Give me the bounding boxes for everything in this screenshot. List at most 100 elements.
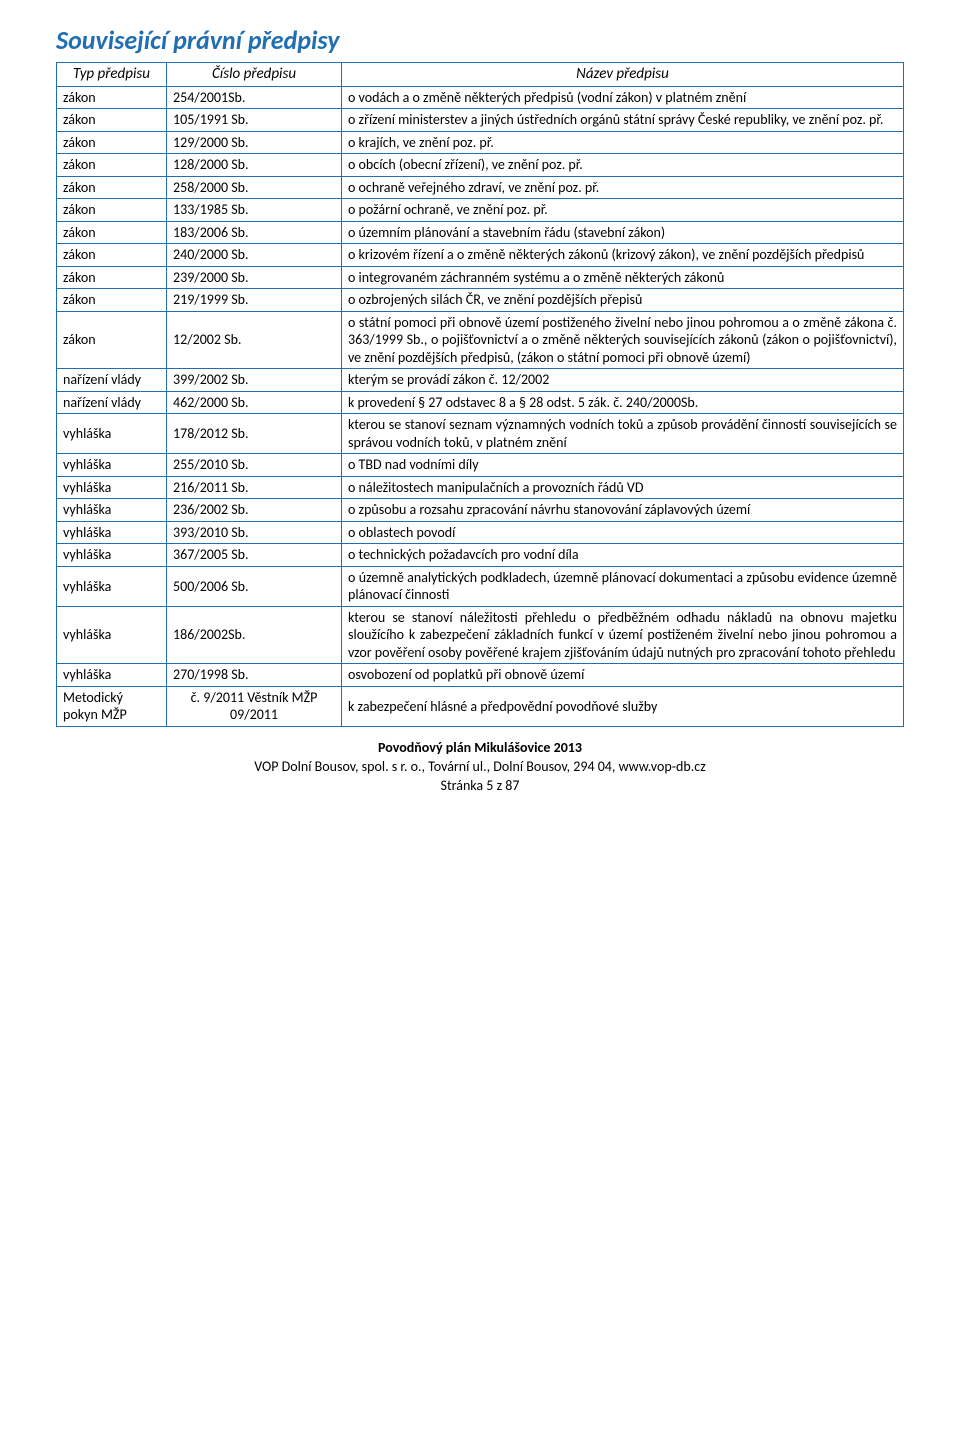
- cell-type: zákon: [57, 154, 167, 177]
- cell-number: 399/2002 Sb.: [167, 369, 342, 392]
- cell-name: o způsobu a rozsahu zpracování návrhu st…: [342, 499, 904, 522]
- regulations-table: Typ předpisu Číslo předpisu Název předpi…: [56, 62, 904, 727]
- cell-number: 105/1991 Sb.: [167, 109, 342, 132]
- cell-type: zákon: [57, 86, 167, 109]
- cell-name: o technických požadavcích pro vodní díla: [342, 544, 904, 567]
- cell-type: vyhláška: [57, 414, 167, 454]
- table-row: vyhláška216/2011 Sb.o náležitostech mani…: [57, 476, 904, 499]
- cell-name: o obcích (obecní zřízení), ve znění poz.…: [342, 154, 904, 177]
- cell-type: vyhláška: [57, 544, 167, 567]
- header-type: Typ předpisu: [57, 63, 167, 87]
- footer-title: Povodňový plán Mikulášovice 2013: [56, 739, 904, 758]
- cell-type: zákon: [57, 244, 167, 267]
- cell-number: 462/2000 Sb.: [167, 391, 342, 414]
- table-row: vyhláška186/2002Sb.kterou se stanoví nál…: [57, 606, 904, 664]
- cell-type: vyhláška: [57, 566, 167, 606]
- table-row: Metodický pokyn MŽPč. 9/2011 Věstník MŽP…: [57, 686, 904, 726]
- cell-number: 239/2000 Sb.: [167, 266, 342, 289]
- cell-type: zákon: [57, 199, 167, 222]
- table-row: zákon133/1985 Sb.o požární ochraně, ve z…: [57, 199, 904, 222]
- cell-number: 236/2002 Sb.: [167, 499, 342, 522]
- table-row: zákon183/2006 Sb.o územním plánování a s…: [57, 221, 904, 244]
- table-row: nařízení vlády399/2002 Sb.kterým se prov…: [57, 369, 904, 392]
- table-row: zákon128/2000 Sb.o obcích (obecní zřízen…: [57, 154, 904, 177]
- cell-name: kterou se stanoví seznam významných vodn…: [342, 414, 904, 454]
- cell-type: vyhláška: [57, 606, 167, 664]
- table-row: vyhláška255/2010 Sb.o TBD nad vodními dí…: [57, 454, 904, 477]
- cell-number: 128/2000 Sb.: [167, 154, 342, 177]
- table-row: zákon219/1999 Sb.o ozbrojených silách ČR…: [57, 289, 904, 312]
- table-row: vyhláška236/2002 Sb.o způsobu a rozsahu …: [57, 499, 904, 522]
- cell-name: o krajích, ve znění poz. př.: [342, 131, 904, 154]
- cell-name: o náležitostech manipulačních a provozní…: [342, 476, 904, 499]
- cell-number: 240/2000 Sb.: [167, 244, 342, 267]
- cell-type: zákon: [57, 266, 167, 289]
- cell-number: 129/2000 Sb.: [167, 131, 342, 154]
- cell-name: k provedení § 27 odstavec 8 a § 28 odst.…: [342, 391, 904, 414]
- cell-type: zákon: [57, 311, 167, 369]
- table-row: zákon239/2000 Sb.o integrovaném záchrann…: [57, 266, 904, 289]
- page-footer: Povodňový plán Mikulášovice 2013 VOP Dol…: [56, 739, 904, 796]
- cell-type: zákon: [57, 109, 167, 132]
- section-title: Související právní předpisy: [56, 24, 904, 56]
- cell-name: k zabezpečení hlásné a předpovědní povod…: [342, 686, 904, 726]
- footer-page: Stránka 5 z 87: [56, 777, 904, 796]
- cell-number: 258/2000 Sb.: [167, 176, 342, 199]
- cell-number: 255/2010 Sb.: [167, 454, 342, 477]
- cell-number: 12/2002 Sb.: [167, 311, 342, 369]
- cell-type: vyhláška: [57, 476, 167, 499]
- cell-number: 178/2012 Sb.: [167, 414, 342, 454]
- table-row: nařízení vlády462/2000 Sb.k provedení § …: [57, 391, 904, 414]
- cell-number: 367/2005 Sb.: [167, 544, 342, 567]
- cell-type: zákon: [57, 289, 167, 312]
- cell-number: 270/1998 Sb.: [167, 664, 342, 687]
- table-row: zákon254/2001Sb.o vodách a o změně někte…: [57, 86, 904, 109]
- cell-name: o krizovém řízení a o změně některých zá…: [342, 244, 904, 267]
- cell-type: zákon: [57, 176, 167, 199]
- cell-number: 254/2001Sb.: [167, 86, 342, 109]
- table-row: vyhláška367/2005 Sb.o technických požada…: [57, 544, 904, 567]
- cell-type: Metodický pokyn MŽP: [57, 686, 167, 726]
- cell-type: nařízení vlády: [57, 391, 167, 414]
- cell-type: zákon: [57, 131, 167, 154]
- cell-type: zákon: [57, 221, 167, 244]
- table-row: zákon105/1991 Sb.o zřízení ministerstev …: [57, 109, 904, 132]
- cell-type: nařízení vlády: [57, 369, 167, 392]
- cell-name: o územně analytických podkladech, územně…: [342, 566, 904, 606]
- cell-type: vyhláška: [57, 499, 167, 522]
- cell-number: 186/2002Sb.: [167, 606, 342, 664]
- cell-type: vyhláška: [57, 664, 167, 687]
- table-row: vyhláška178/2012 Sb.kterou se stanoví se…: [57, 414, 904, 454]
- table-row: zákon12/2002 Sb.o státní pomoci při obno…: [57, 311, 904, 369]
- header-name: Název předpisu: [342, 63, 904, 87]
- cell-name: kterým se provádí zákon č. 12/2002: [342, 369, 904, 392]
- cell-number: 219/1999 Sb.: [167, 289, 342, 312]
- table-row: vyhláška500/2006 Sb.o územně analytickýc…: [57, 566, 904, 606]
- cell-name: o zřízení ministerstev a jiných ústřední…: [342, 109, 904, 132]
- cell-number: 133/1985 Sb.: [167, 199, 342, 222]
- cell-number: 216/2011 Sb.: [167, 476, 342, 499]
- footer-org: VOP Dolní Bousov, spol. s r. o., Tovární…: [56, 758, 904, 777]
- cell-name: o územním plánování a stavebním řádu (st…: [342, 221, 904, 244]
- cell-name: o vodách a o změně některých předpisů (v…: [342, 86, 904, 109]
- cell-name: o integrovaném záchranném systému a o zm…: [342, 266, 904, 289]
- cell-name: osvobození od poplatků při obnově území: [342, 664, 904, 687]
- cell-name: o státní pomoci při obnově území postiže…: [342, 311, 904, 369]
- cell-number: 393/2010 Sb.: [167, 521, 342, 544]
- table-row: zákon129/2000 Sb.o krajích, ve znění poz…: [57, 131, 904, 154]
- table-row: zákon258/2000 Sb.o ochraně veřejného zdr…: [57, 176, 904, 199]
- table-header-row: Typ předpisu Číslo předpisu Název předpi…: [57, 63, 904, 87]
- cell-name: o ozbrojených silách ČR, ve znění pozděj…: [342, 289, 904, 312]
- table-row: zákon240/2000 Sb.o krizovém řízení a o z…: [57, 244, 904, 267]
- cell-name: kterou se stanoví náležitosti přehledu o…: [342, 606, 904, 664]
- cell-type: vyhláška: [57, 521, 167, 544]
- cell-number: 500/2006 Sb.: [167, 566, 342, 606]
- cell-number: 183/2006 Sb.: [167, 221, 342, 244]
- cell-name: o požární ochraně, ve znění poz. př.: [342, 199, 904, 222]
- cell-number: č. 9/2011 Věstník MŽP 09/2011: [167, 686, 342, 726]
- cell-name: o oblastech povodí: [342, 521, 904, 544]
- header-number: Číslo předpisu: [167, 63, 342, 87]
- table-row: vyhláška270/1998 Sb.osvobození od poplat…: [57, 664, 904, 687]
- table-row: vyhláška393/2010 Sb.o oblastech povodí: [57, 521, 904, 544]
- cell-name: o TBD nad vodními díly: [342, 454, 904, 477]
